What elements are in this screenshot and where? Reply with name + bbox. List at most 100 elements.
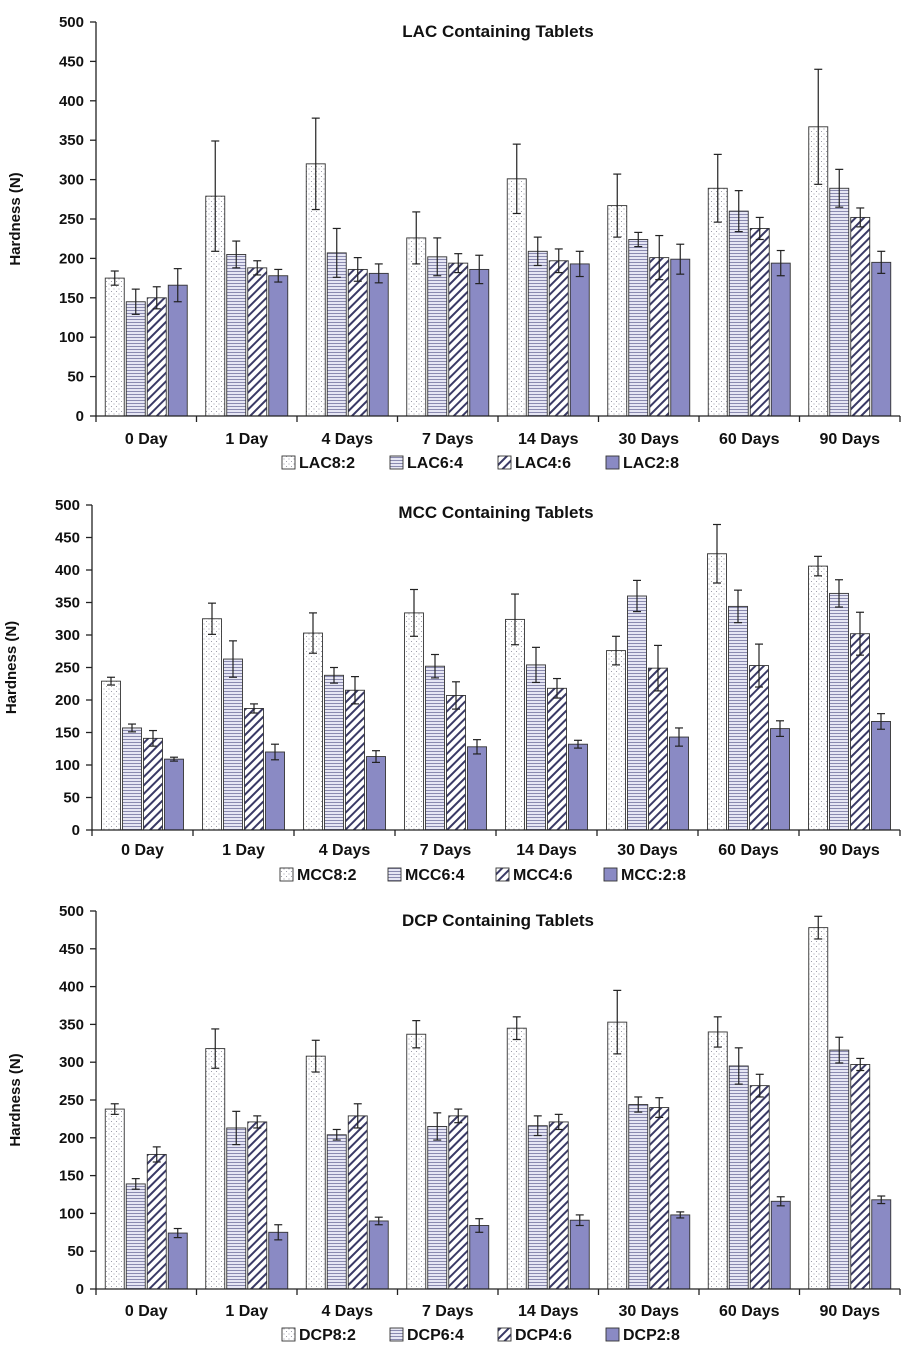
lac-bar-lac2-8-5: [670, 258, 691, 417]
dcp-y-tick-label: 300: [59, 1054, 84, 1071]
mcc-bar-mcc6-4-2: [324, 674, 344, 831]
lac-bar-lac2-8-1: [268, 275, 289, 417]
lac-bar-lac2-8-7: [871, 261, 892, 417]
dcp-bar-dcp2-8-5: [670, 1214, 691, 1290]
dcp-y-tick-label: 0: [76, 1281, 84, 1298]
lac-legend-label: LAC8:2: [299, 455, 355, 472]
mcc-x-tick-label: 30 Days: [617, 842, 678, 859]
dcp-bar-dcp4-6-6: [749, 1085, 770, 1290]
mcc-y-tick-label: 500: [55, 497, 80, 514]
lac-y-tick-label: 200: [59, 250, 84, 267]
dcp-bar-dcp8-2-5: [607, 1021, 628, 1290]
lac-bar-lac6-4-0: [125, 301, 146, 417]
mcc-bar-mcc-2-8-0: [164, 758, 184, 831]
mcc-bar-mcc6-4-4: [526, 664, 546, 831]
dcp-y-tick-label: 150: [59, 1168, 84, 1185]
lac-bar-lac8-2-4: [506, 178, 527, 417]
dcp-bar-dcp6-4-2: [326, 1134, 347, 1290]
dcp-bar-dcp2-8-7: [871, 1199, 892, 1290]
dcp-bar-dcp6-4-7: [829, 1049, 850, 1290]
mcc-bar-mcc-2-8-3: [467, 746, 487, 831]
mcc-legend-swatch: [387, 867, 402, 882]
mcc-bar-mcc4-6-3: [446, 695, 466, 831]
lac-bar-lac8-2-0: [104, 277, 125, 417]
mcc-x-tick-label: 7 Days: [420, 842, 472, 859]
lac-x-tick-label: 0 Day: [125, 431, 168, 448]
dcp-bar-dcp6-4-1: [226, 1127, 247, 1290]
lac-y-tick-label: 0: [76, 408, 84, 425]
dcp-bar-dcp4-6-1: [247, 1121, 268, 1290]
lac-bar-lac4-6-6: [749, 228, 770, 417]
lac-bar-lac8-2-3: [406, 237, 427, 417]
lac-bar-lac6-4-7: [829, 187, 850, 417]
lac-y-tick-label: 50: [67, 369, 84, 386]
lac-legend-swatch: [497, 455, 512, 470]
mcc-bar-mcc6-4-0: [122, 727, 142, 831]
mcc-bar-mcc-2-8-2: [366, 756, 386, 831]
lac-y-tick-label: 350: [59, 132, 84, 149]
mcc-bar-mcc4-6-1: [244, 708, 264, 831]
lac-bar-lac2-8-2: [368, 272, 389, 417]
dcp-y-tick-label: 200: [59, 1130, 84, 1147]
lac-y-tick-label: 400: [59, 93, 84, 110]
mcc-x-tick-label: 4 Days: [319, 842, 371, 859]
lac-bar-lac4-6-7: [850, 216, 871, 417]
lac-x-tick-label: 4 Days: [321, 431, 373, 448]
mcc-bar-mcc-2-8-7: [871, 721, 891, 831]
dcp-bar-dcp4-6-4: [548, 1121, 569, 1290]
mcc-legend-swatch: [495, 867, 510, 882]
dcp-y-tick-label: 250: [59, 1092, 84, 1109]
mcc-legend-label: MCC8:2: [297, 867, 357, 884]
mcc-legend-label: MCC:2:8: [621, 867, 686, 884]
dcp-chart-panel: DCP Containing Tablets Hardness (N) 0 50 100…: [7, 903, 901, 1344]
dcp-legend-label: DCP8:2: [299, 1327, 356, 1344]
mcc-bar-mcc4-6-4: [547, 687, 567, 831]
dcp-x-tick-label: 7 Days: [422, 1303, 474, 1320]
lac-y-tick-label: 500: [59, 14, 84, 31]
mcc-bar-mcc-2-8-6: [770, 728, 790, 831]
lac-bar-lac4-6-2: [347, 268, 368, 417]
mcc-x-tick-label: 14 Days: [516, 842, 577, 859]
dcp-legend-label: DCP2:8: [623, 1327, 680, 1344]
dcp-x-tick-label: 14 Days: [518, 1303, 579, 1320]
mcc-chart-title: MCC Containing Tablets: [398, 503, 593, 522]
dcp-bar-dcp4-6-7: [850, 1064, 871, 1290]
mcc-x-tick-label: 1 Day: [222, 842, 265, 859]
mcc-x-tick-label: 90 Days: [819, 842, 880, 859]
lac-bar-lac6-4-4: [527, 250, 548, 417]
lac-chart-panel: LAC Containing Tablets Hardness (N) 0 50 100…: [7, 14, 901, 472]
mcc-y-tick-label: 0: [72, 822, 80, 839]
mcc-bar-mcc4-6-6: [749, 665, 769, 831]
mcc-bar-mcc6-4-7: [829, 592, 849, 831]
dcp-bar-dcp6-4-3: [427, 1126, 448, 1290]
lac-legend-label: LAC4:6: [515, 455, 571, 472]
lac-bar-lac4-6-3: [448, 262, 469, 417]
dcp-y-tick-label: 450: [59, 941, 84, 958]
dcp-legend: DCP8:2 DCP6:4 DCP4:6 DCP2:8: [281, 1327, 680, 1344]
mcc-bar-mcc8-2-3: [404, 612, 424, 831]
lac-bar-lac6-4-5: [628, 239, 649, 417]
dcp-bar-dcp4-6-0: [146, 1153, 167, 1290]
mcc-bar-mcc-2-8-1: [265, 751, 285, 831]
lac-y-tick-label: 100: [59, 329, 84, 346]
mcc-bar-mcc8-2-4: [505, 618, 525, 831]
mcc-y-tick-label: 100: [55, 757, 80, 774]
dcp-bar-dcp8-2-3: [406, 1033, 427, 1290]
dcp-bar-dcp6-4-0: [125, 1183, 146, 1290]
mcc-legend-label: MCC6:4: [405, 867, 465, 884]
mcc-y-tick-label: 350: [55, 595, 80, 612]
lac-bar-lac2-8-4: [569, 263, 590, 417]
mcc-legend-swatch: [279, 867, 294, 882]
mcc-bar-mcc4-6-7: [850, 633, 870, 831]
mcc-bar-mcc6-4-5: [627, 595, 647, 831]
dcp-x-tick-label: 1 Day: [225, 1303, 268, 1320]
lac-legend-swatch: [281, 455, 296, 470]
dcp-bar-dcp4-6-3: [448, 1115, 469, 1290]
lac-x-tick-label: 7 Days: [422, 431, 474, 448]
dcp-chart-title: DCP Containing Tablets: [402, 911, 594, 930]
mcc-bar-mcc6-4-3: [425, 665, 445, 831]
lac-legend: LAC8:2 LAC6:4 LAC4:6 LAC2:8: [281, 455, 679, 472]
dcp-bar-dcp8-2-4: [506, 1027, 527, 1290]
mcc-y-tick-label: 50: [63, 790, 80, 807]
